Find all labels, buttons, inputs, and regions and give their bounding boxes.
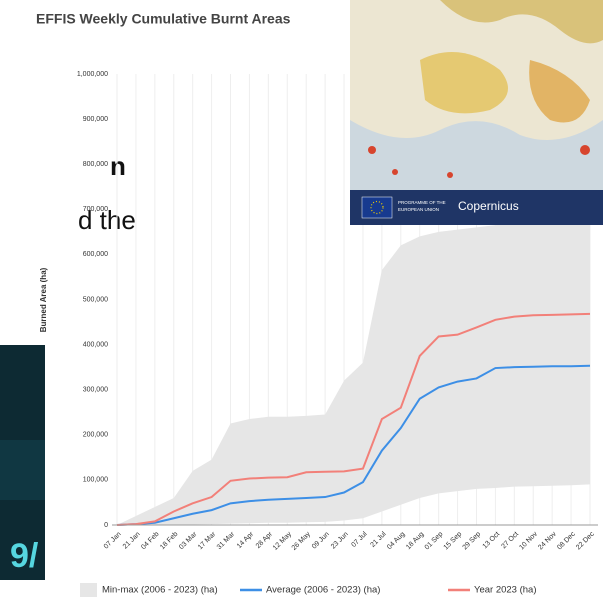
chart-title: EFFIS Weekly Cumulative Burnt Areas [36,11,291,27]
x-tick-label: 22 Dec [575,530,596,551]
y-tick-label: 500,000 [83,296,108,303]
x-tick-label: 14 Apr [236,530,256,550]
map-fire [368,146,376,154]
y-tick-label: 600,000 [83,251,108,258]
min-max-band [117,221,590,525]
y-tick-label: 700,000 [83,206,108,213]
map-fire [580,145,590,155]
x-tick-label: 26 May [291,530,313,552]
x-tick-label: 17 Mar [197,530,218,551]
x-tick-label: 21 Jan [122,531,142,551]
slide-fragment: n [110,151,126,181]
x-tick-label: 18 Aug [405,531,425,551]
eu-flag [362,197,392,218]
y-tick-label: 900,000 [83,116,108,123]
x-tick-label: 12 May [272,530,294,552]
y-tick-label: 300,000 [83,387,108,394]
map-fire [447,172,453,178]
legend-swatch [80,583,97,597]
x-tick-label: 15 Sep [443,531,464,552]
x-tick-label: 09 Jun [311,531,331,551]
x-tick-label: 10 Nov [518,530,539,551]
x-tick-label: 03 Mar [178,530,199,551]
eu-text: EUROPEAN UNION [398,207,439,212]
y-tick-label: 1,000,000 [77,71,108,78]
x-tick-label: 04 Aug [386,531,406,551]
x-tick-label: 04 Feb [140,531,160,551]
map-fire [392,169,398,175]
copernicus-logo: Copernicus [458,199,519,213]
legend-label: Year 2023 (ha) [474,585,537,596]
y-axis-label: Burned Area (ha) [39,267,48,332]
y-tick-label: 100,000 [83,477,108,484]
map: PROGRAMME OF THE EUROPEAN UNION Copernic… [350,0,603,225]
x-tick-label: 08 Dec [556,530,577,551]
x-tick-label: 31 Mar [216,530,237,551]
y-tick-label: 0 [104,522,108,529]
legend-label: Average (2006 - 2023) (ha) [266,585,380,596]
eu-text: PROGRAMME OF THE [398,200,446,205]
x-tick-label: 29 Sep [462,531,483,552]
x-tick-label: 24 Nov [537,530,558,551]
y-tick-label: 200,000 [83,432,108,439]
x-tick-label: 18 Feb [159,531,179,551]
x-tick-label: 27 Oct [501,531,521,551]
x-tick-label: 13 Oct [482,531,502,551]
photo-glow [0,440,45,500]
y-tick-label: 400,000 [83,341,108,348]
photo-text: 9/ [10,537,39,575]
x-tick-label: 07 Jan [103,531,123,551]
legend-label: Min-max (2006 - 2023) (ha) [102,585,218,596]
y-tick-label: 800,000 [83,161,108,168]
x-tick-label: 01 Sep [424,531,445,552]
page: n d the 9/ EFFIS Weekly Cumulative Burnt… [0,0,603,606]
x-tick-label: 23 Jun [330,531,350,551]
x-tick-label: 07 Jul [351,530,369,548]
